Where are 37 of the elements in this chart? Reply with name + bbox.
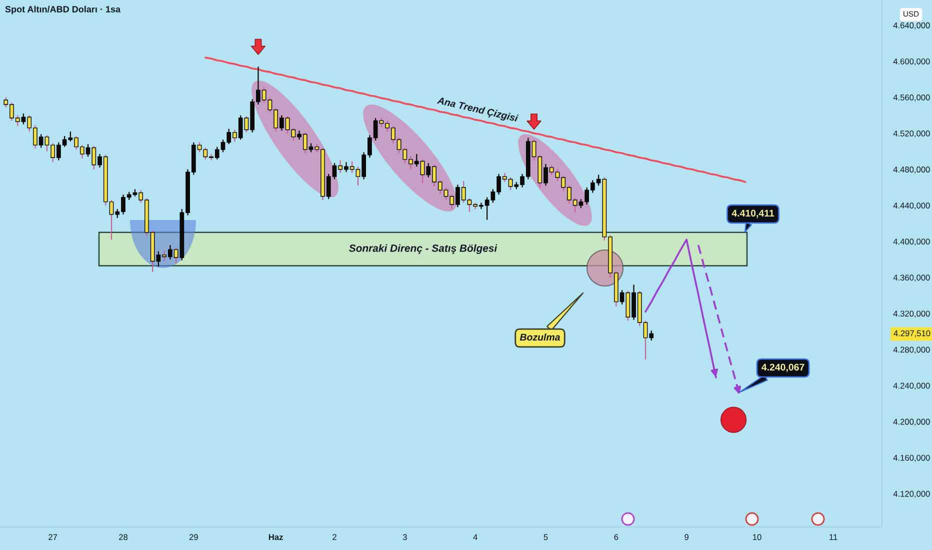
text: Ana Trend Çizgisi — [436, 96, 519, 124]
y-tick-label: 4.560,000 — [893, 94, 930, 102]
x-tick-label: 3 — [402, 534, 407, 540]
point — [526, 114, 542, 130]
x-tick-label: 10 — [753, 534, 762, 540]
y-tick-label: 4.280,000 — [893, 346, 930, 354]
x-tick-label: 6 — [614, 534, 618, 540]
y-tick-label: 4.360,000 — [893, 274, 930, 282]
y-tick-label: 4.520,000 — [893, 130, 930, 138]
x-tick-label: 27 — [48, 534, 58, 540]
line-series — [204, 56, 746, 183]
x-tick-label: Haz — [268, 534, 283, 540]
y-tick-label: 4.400,000 — [893, 238, 930, 246]
band-label: Sonraki Direnç - Satış Bölgesi — [349, 244, 498, 254]
x-tick-label: 28 — [119, 534, 128, 540]
y-tick-label: 4.600,000 — [893, 58, 930, 66]
y-tick-label: 4.160,000 — [893, 454, 930, 462]
x-tick-label: 9 — [684, 534, 689, 540]
annotation: Bozulma — [520, 333, 560, 341]
x-tick-label: 29 — [189, 534, 198, 540]
annotation: 4.240,067 — [762, 364, 804, 372]
y-tick-label: 4.320,000 — [893, 310, 930, 318]
point — [250, 38, 266, 55]
y-tick-label: 4.120,000 — [893, 490, 930, 498]
x-tick-label: 5 — [544, 534, 548, 540]
y-tick-label: 4.240,000 — [893, 382, 930, 390]
y-tick-label: 4.480,000 — [893, 166, 930, 174]
x-tick-label: 2 — [332, 534, 336, 540]
y-tick-label: 4.640,000 — [893, 22, 930, 30]
point — [720, 406, 747, 433]
text: Spot Altın/ABD Doları · 1sa — [5, 6, 121, 14]
y-tick-label: 4.440,000 — [893, 202, 930, 210]
x-tick-label: 11 — [830, 534, 838, 540]
y-tick-label: 4.200,000 — [893, 418, 930, 426]
x-tick-label: 4 — [473, 534, 478, 540]
text: 4.297,510 — [894, 330, 930, 338]
annotation: 4.410,411 — [732, 210, 774, 218]
